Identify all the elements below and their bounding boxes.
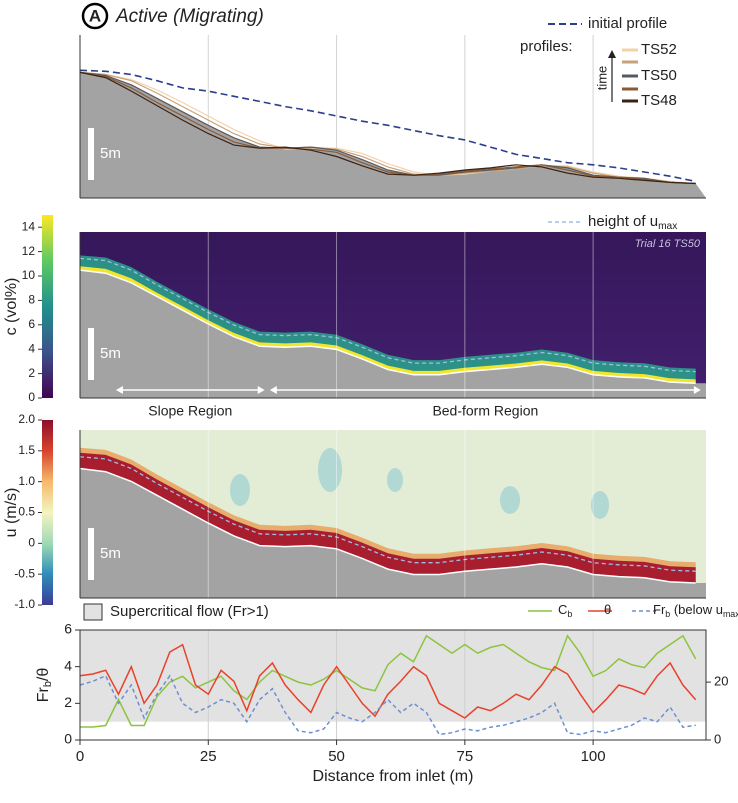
initial-profile-line bbox=[79, 69, 696, 183]
x-tick-label: 0 bbox=[76, 748, 84, 765]
colorbar-tick-label: 4 bbox=[28, 341, 35, 355]
concentration-band bbox=[80, 255, 696, 384]
scale-label: 5m bbox=[100, 145, 121, 162]
scale-label: 5m bbox=[100, 545, 121, 562]
panel-letter: A bbox=[89, 6, 101, 25]
y-tick-label: 2 bbox=[64, 694, 72, 710]
profile-line bbox=[79, 71, 696, 185]
text-part: C bbox=[558, 602, 567, 617]
colorbar-tick-label: 1.5 bbox=[18, 443, 35, 457]
supercritical-shade bbox=[80, 630, 706, 722]
legend-label: initial profile bbox=[588, 15, 667, 32]
colorbar-tick-label: 0 bbox=[28, 390, 35, 404]
colorbar-tick-label: -1.0 bbox=[14, 597, 35, 611]
legend-label: θ bbox=[604, 602, 611, 617]
scale-bar bbox=[88, 528, 94, 580]
y2-tick-label: 0 bbox=[714, 731, 721, 746]
text-part: height of u bbox=[588, 213, 658, 230]
region-label: Slope Region bbox=[148, 403, 232, 419]
legend-label: Supercritical flow (Fr>1) bbox=[110, 603, 269, 620]
velocity-eddy bbox=[387, 468, 403, 492]
bed-area bbox=[80, 468, 706, 598]
chart-title: Active (Migrating) bbox=[115, 6, 264, 27]
colorbar-tick-label: 12 bbox=[22, 244, 36, 258]
colorbar-tick-label: 14 bbox=[22, 219, 36, 233]
colorbar-tick-label: 2 bbox=[28, 366, 35, 380]
legend-swatch bbox=[83, 603, 103, 621]
legend-label: TS52 bbox=[641, 41, 677, 58]
series-line bbox=[79, 643, 697, 719]
profile-line bbox=[79, 71, 696, 185]
legend-label: TS50 bbox=[641, 67, 677, 84]
x-tick-label: 25 bbox=[200, 748, 217, 765]
colorbar-tick-label: -0.5 bbox=[14, 566, 35, 580]
legend-label: height of umax bbox=[588, 213, 677, 232]
region-label: Bed-form Region bbox=[432, 403, 538, 419]
profile-line bbox=[79, 71, 696, 185]
colorbar bbox=[42, 215, 53, 398]
colorbar-tick-label: 10 bbox=[22, 268, 36, 282]
colorbar-tick-label: 6 bbox=[28, 317, 35, 331]
x-axis-label: Distance from inlet (m) bbox=[313, 768, 474, 785]
colorbar-tick-label: 1.0 bbox=[18, 474, 35, 488]
colorbar-label: c (vol%) bbox=[3, 278, 20, 336]
text-part: Fr bbox=[653, 602, 666, 617]
series-line bbox=[79, 674, 696, 736]
y-axis-label: Frb/θ bbox=[35, 668, 54, 703]
profile-line bbox=[79, 71, 696, 185]
velocity-eddy bbox=[591, 491, 609, 519]
legend-heading: profiles: bbox=[520, 38, 573, 55]
subscript: b bbox=[567, 609, 572, 619]
panel-letter-circle bbox=[81, 2, 109, 30]
plot-frame bbox=[79, 629, 707, 741]
velocity-eddy bbox=[500, 486, 520, 514]
velocity-core bbox=[80, 452, 696, 584]
subscript: max bbox=[658, 221, 677, 232]
colorbar-tick-label: 8 bbox=[28, 293, 35, 307]
subscript: max bbox=[723, 609, 738, 619]
text-part: θ bbox=[604, 602, 611, 617]
profile-line bbox=[79, 71, 696, 185]
scale-label: 5m bbox=[100, 345, 121, 362]
subscript: b bbox=[42, 681, 54, 687]
velocity-eddy bbox=[230, 474, 250, 506]
colorbar bbox=[42, 420, 53, 605]
time-label: time bbox=[594, 66, 609, 91]
scale-bar bbox=[88, 128, 94, 180]
legend-label: Cb bbox=[558, 602, 572, 619]
subscript: b bbox=[665, 609, 670, 619]
x-tick-label: 50 bbox=[328, 748, 345, 765]
bed-area bbox=[80, 270, 706, 398]
text-part: Fr bbox=[35, 686, 52, 702]
umax-line bbox=[79, 456, 696, 572]
colorbar-tick-label: 2.0 bbox=[18, 412, 35, 426]
annotation: Trial 16 TS50 bbox=[635, 238, 701, 250]
x-tick-label: 75 bbox=[456, 748, 473, 765]
velocity-eddy bbox=[318, 448, 342, 492]
text-part: /θ bbox=[35, 668, 52, 681]
legend-label: Frb (below umax) bbox=[653, 602, 738, 619]
y-tick-label: 6 bbox=[64, 621, 72, 637]
bed-line bbox=[79, 269, 696, 384]
series-line bbox=[80, 634, 697, 728]
colorbar-tick-label: 0.5 bbox=[18, 505, 35, 519]
colorbar-tick-label: 0 bbox=[28, 536, 35, 550]
text-part: (below u bbox=[670, 602, 723, 617]
legend-label: TS48 bbox=[641, 92, 677, 109]
time-arrow-head bbox=[608, 50, 616, 58]
umax-line bbox=[79, 257, 696, 373]
scale-bar bbox=[88, 328, 94, 380]
y2-tick-label: 20 bbox=[714, 674, 728, 689]
y-tick-label: 0 bbox=[64, 731, 72, 747]
y-tick-label: 4 bbox=[64, 657, 72, 673]
bed-line bbox=[79, 467, 696, 584]
x-tick-label: 100 bbox=[581, 748, 606, 765]
colorbar-label: u (m/s) bbox=[3, 488, 20, 538]
